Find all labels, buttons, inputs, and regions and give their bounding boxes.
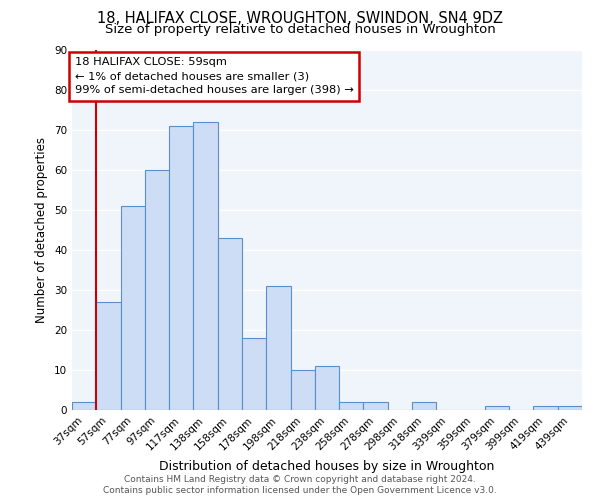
X-axis label: Distribution of detached houses by size in Wroughton: Distribution of detached houses by size … — [160, 460, 494, 473]
Bar — [364, 402, 388, 410]
Bar — [533, 406, 558, 410]
Bar — [412, 402, 436, 410]
Bar — [339, 402, 364, 410]
Bar — [315, 366, 339, 410]
Bar — [96, 302, 121, 410]
Text: Size of property relative to detached houses in Wroughton: Size of property relative to detached ho… — [104, 22, 496, 36]
Bar — [193, 122, 218, 410]
Bar — [169, 126, 193, 410]
Bar — [485, 406, 509, 410]
Text: 18, HALIFAX CLOSE, WROUGHTON, SWINDON, SN4 9DZ: 18, HALIFAX CLOSE, WROUGHTON, SWINDON, S… — [97, 11, 503, 26]
Text: 18 HALIFAX CLOSE: 59sqm
← 1% of detached houses are smaller (3)
99% of semi-deta: 18 HALIFAX CLOSE: 59sqm ← 1% of detached… — [74, 57, 353, 95]
Bar — [145, 170, 169, 410]
Bar — [290, 370, 315, 410]
Text: Contains public sector information licensed under the Open Government Licence v3: Contains public sector information licen… — [103, 486, 497, 495]
Text: Contains HM Land Registry data © Crown copyright and database right 2024.: Contains HM Land Registry data © Crown c… — [124, 475, 476, 484]
Bar — [266, 286, 290, 410]
Bar — [121, 206, 145, 410]
Bar — [218, 238, 242, 410]
Bar — [72, 402, 96, 410]
Bar — [242, 338, 266, 410]
Bar — [558, 406, 582, 410]
Y-axis label: Number of detached properties: Number of detached properties — [35, 137, 49, 323]
